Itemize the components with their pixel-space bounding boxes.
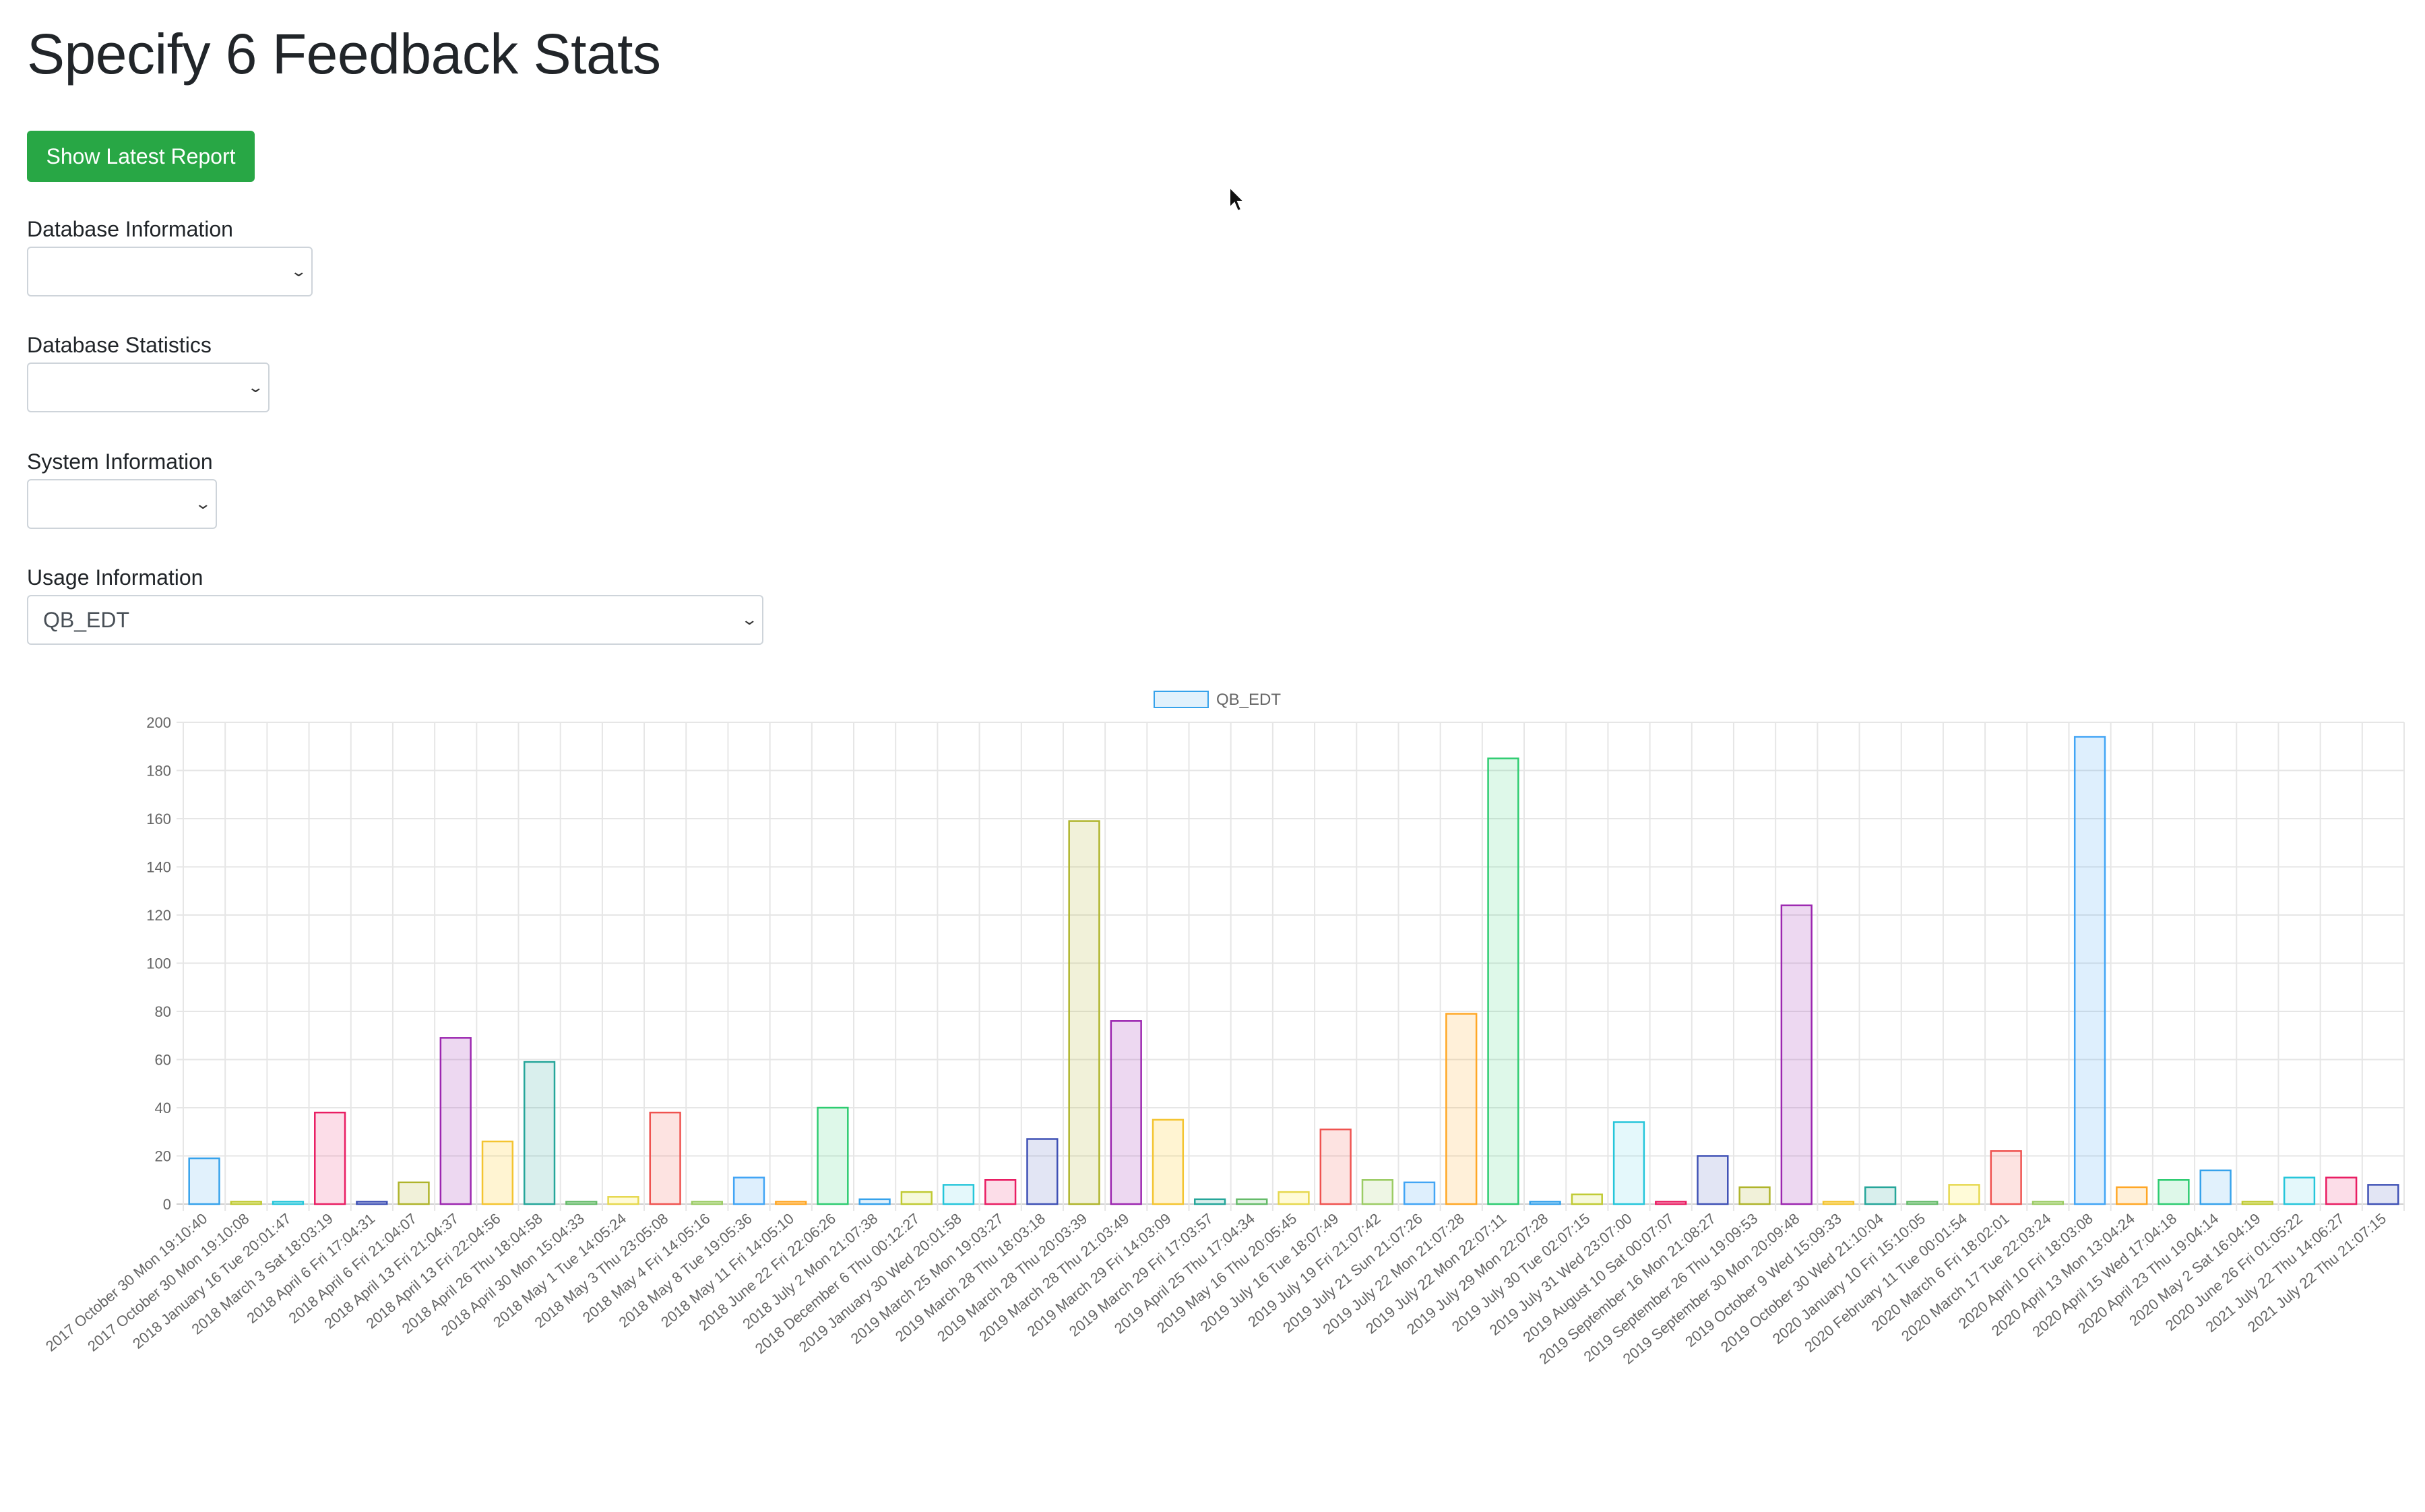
bar[interactable]	[481, 1140, 514, 1205]
bar[interactable]	[1990, 1150, 2022, 1205]
mouse-cursor-icon	[1229, 186, 1246, 212]
chevron-down-icon: ⌄	[289, 263, 307, 280]
bar[interactable]	[1068, 820, 1100, 1205]
bar[interactable]	[1445, 1013, 1478, 1205]
bar[interactable]	[188, 1157, 220, 1205]
bar[interactable]	[1738, 1186, 1771, 1205]
usage-information-value: QB_EDT	[43, 608, 130, 632]
bar[interactable]	[1278, 1191, 1310, 1205]
y-tick-label: 100	[146, 955, 171, 972]
y-tick-label: 200	[146, 714, 171, 731]
chevron-down-icon: ⌄	[740, 611, 758, 628]
bar[interactable]	[1236, 1198, 1268, 1205]
bar[interactable]	[565, 1201, 598, 1205]
bar[interactable]	[1110, 1020, 1142, 1205]
bar[interactable]	[2199, 1169, 2232, 1205]
bar[interactable]	[1822, 1201, 1855, 1205]
bar[interactable]	[230, 1201, 262, 1205]
y-axis-ticks: 0 20 40 60 80 100 120 140 160 180 200	[146, 714, 171, 1213]
show-latest-report-button[interactable]: Show Latest Report	[27, 131, 255, 182]
chevron-down-icon: ⌄	[246, 379, 264, 396]
y-tick-label: 180	[146, 763, 171, 780]
y-tick-label: 0	[163, 1196, 171, 1213]
y-tick-label: 60	[155, 1052, 171, 1069]
bar[interactable]	[817, 1106, 849, 1205]
bar[interactable]	[984, 1179, 1017, 1205]
bar[interactable]	[1319, 1128, 1352, 1205]
bar[interactable]	[1780, 904, 1813, 1205]
bar[interactable]	[858, 1198, 891, 1205]
y-tick-label: 160	[146, 811, 171, 827]
x-tick-label: 2017 October 30 Mon 19:10:08	[84, 1210, 252, 1355]
bar[interactable]	[1361, 1179, 1394, 1205]
usage-information-label: Usage Information	[27, 565, 203, 590]
bar[interactable]	[2241, 1201, 2273, 1205]
bar[interactable]	[2367, 1184, 2399, 1205]
bar[interactable]	[1152, 1119, 1185, 1205]
legend-swatch	[1154, 691, 1209, 708]
bar[interactable]	[356, 1201, 388, 1205]
bar[interactable]	[398, 1181, 430, 1205]
x-tick-label: 2017 October 30 Mon 19:10:40	[42, 1210, 210, 1355]
usage-information-select[interactable]: QB_EDT ⌄	[27, 595, 763, 645]
bar[interactable]	[2032, 1201, 2065, 1205]
legend-label: QB_EDT	[1216, 691, 1281, 709]
bar[interactable]	[691, 1201, 723, 1205]
bar[interactable]	[272, 1201, 305, 1205]
bar[interactable]	[2325, 1176, 2358, 1205]
bar[interactable]	[607, 1196, 639, 1205]
bar[interactable]	[1026, 1138, 1059, 1205]
bar[interactable]	[2158, 1179, 2190, 1205]
y-tick-label: 80	[155, 1003, 171, 1020]
y-tick-label: 140	[146, 859, 171, 876]
bar[interactable]	[1529, 1201, 1561, 1205]
y-tick-label: 120	[146, 907, 171, 924]
bar[interactable]	[1193, 1198, 1226, 1205]
bar[interactable]	[1403, 1181, 1436, 1205]
bar[interactable]	[2073, 736, 2106, 1205]
bar[interactable]	[1612, 1121, 1645, 1205]
system-information-select[interactable]: ⌄	[27, 479, 217, 529]
x-tick-label: 2018 January 16 Tue 20:01:47	[129, 1210, 294, 1352]
bar[interactable]	[314, 1111, 346, 1205]
bar[interactable]	[2283, 1176, 2316, 1205]
bar[interactable]	[1948, 1184, 1980, 1205]
bar[interactable]	[1697, 1155, 1729, 1205]
chart-grid	[177, 722, 2405, 1211]
bar[interactable]	[732, 1176, 765, 1205]
system-information-label: System Information	[27, 449, 213, 474]
y-tick-label: 20	[155, 1148, 171, 1165]
database-information-label: Database Information	[27, 217, 233, 241]
bar-chart: 0 20 40 60 80 100 120 140 160 180 200 2017 October…	[42, 691, 2405, 1368]
bar[interactable]	[1571, 1193, 1603, 1205]
bar[interactable]	[900, 1191, 933, 1205]
chart-legend[interactable]: QB_EDT	[1154, 691, 1281, 709]
chart-bars	[188, 736, 2399, 1205]
y-tick-label: 40	[155, 1100, 171, 1116]
page-title: Specify 6 Feedback Stats	[27, 22, 661, 86]
bar[interactable]	[1906, 1201, 1939, 1205]
bar[interactable]	[1487, 757, 1519, 1205]
database-information-select[interactable]: ⌄	[27, 247, 313, 296]
chevron-down-icon: ⌄	[193, 495, 212, 512]
database-statistics-label: Database Statistics	[27, 333, 212, 357]
bar[interactable]	[649, 1111, 681, 1205]
bar[interactable]	[2116, 1186, 2148, 1205]
bar[interactable]	[775, 1201, 807, 1205]
bar[interactable]	[1655, 1201, 1687, 1205]
database-statistics-select[interactable]: ⌄	[27, 363, 270, 412]
bar[interactable]	[439, 1037, 472, 1205]
bar[interactable]	[1864, 1186, 1897, 1205]
bar[interactable]	[942, 1184, 975, 1205]
bar[interactable]	[523, 1061, 556, 1205]
